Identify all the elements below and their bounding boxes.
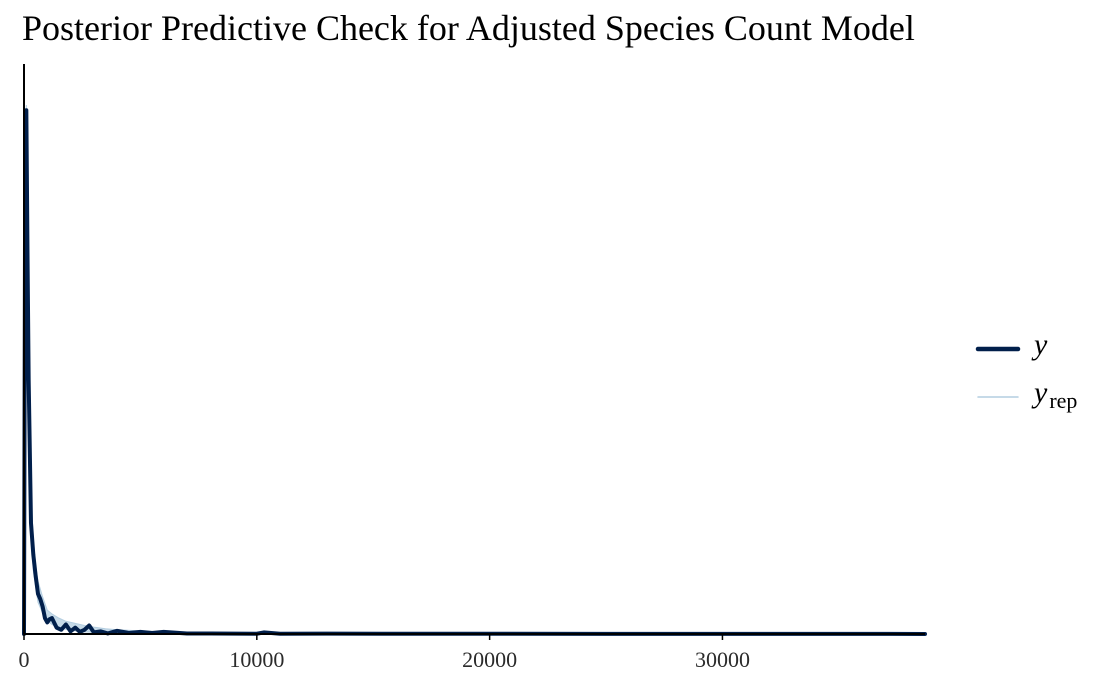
x-tick-label: 20000 [462,647,517,672]
x-tick-label: 10000 [229,647,284,672]
legend-label: y [1031,328,1048,361]
series-y-rep-band [23,104,926,635]
x-tick-label: 30000 [695,647,750,672]
plot-area [22,104,927,636]
series-y-line [22,108,927,636]
legend-label: yrep [1031,376,1077,413]
legend: y yrep [975,328,1077,413]
legend-entry-y-rep: yrep [977,376,1077,413]
x-axis-ticks: 0 10000 20000 30000 [19,634,750,672]
axes [23,64,925,635]
x-tick-label: 0 [19,647,30,672]
chart-title: Posterior Predictive Check for Adjusted … [22,8,915,48]
legend-entry-y: y [975,328,1048,361]
